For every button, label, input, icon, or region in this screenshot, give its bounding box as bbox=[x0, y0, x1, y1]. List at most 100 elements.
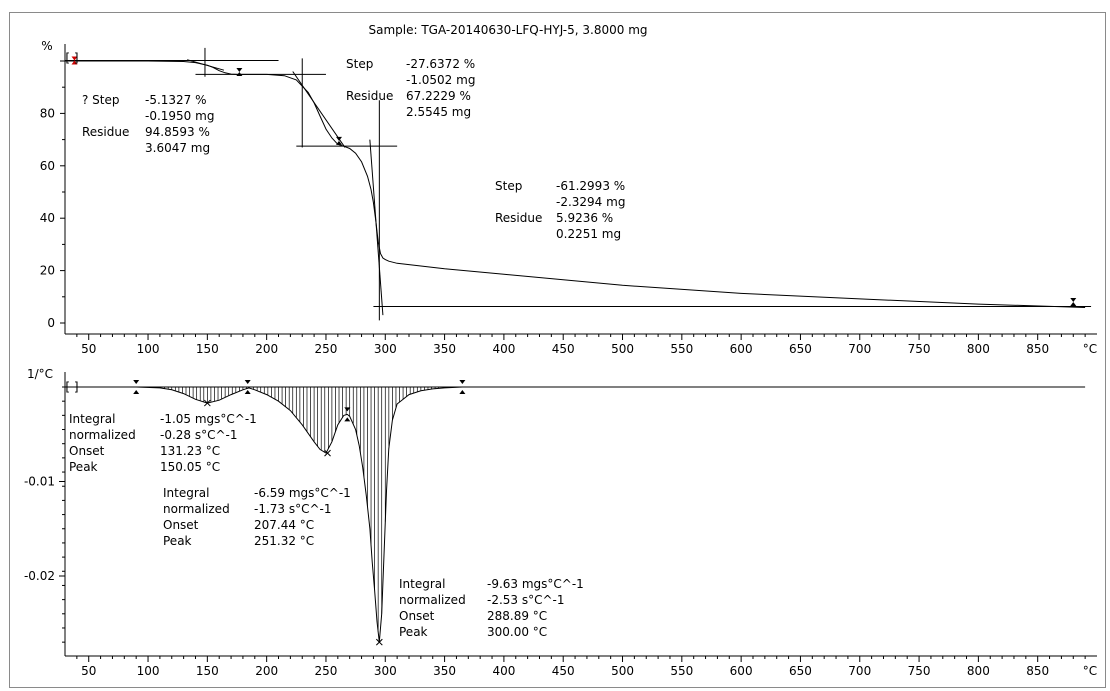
tga-y-tick-label: 60 bbox=[40, 159, 55, 173]
tga-limit-marker bbox=[71, 60, 78, 65]
tga-tangent-line bbox=[187, 59, 225, 71]
dtg-x-tick-label: 650 bbox=[789, 664, 812, 678]
figure-frame bbox=[9, 12, 1106, 688]
tga-annotation-value: 67.2229 % bbox=[406, 89, 471, 103]
tga-annotation-value: -5.1327 % bbox=[145, 93, 207, 107]
tga-limit-marker bbox=[71, 56, 78, 61]
dtg-x-tick-label: 300 bbox=[374, 664, 397, 678]
dtg-red-bracket-marker: [ ] bbox=[65, 380, 78, 394]
dtg-y-tick-label: -0.02 bbox=[24, 569, 55, 583]
tga-y-tick-label: 20 bbox=[40, 264, 55, 278]
dtg-annotation-value: 300.00 °C bbox=[487, 625, 547, 639]
tga-y-axis-label: % bbox=[41, 39, 52, 53]
tga-step-annotation: ? Step Residue -5.1327 % -0.1950 mg 94.8593 … bbox=[82, 93, 214, 155]
dtg-annotation-value: 131.23 °C bbox=[160, 444, 220, 458]
dtg-annotation-label: Integral bbox=[69, 412, 115, 426]
dtg-x-tick-label: 800 bbox=[967, 664, 990, 678]
dtg-peak-marker bbox=[203, 399, 211, 407]
dtg-x-tick-label: 50 bbox=[81, 664, 96, 678]
tga-annotation-label: Step bbox=[495, 179, 522, 193]
dtg-x-tick-label: 400 bbox=[492, 664, 515, 678]
tga-limit-marker bbox=[1070, 298, 1077, 303]
tga-x-tick-label: 850 bbox=[1026, 342, 1049, 356]
dtg-x-tick-label: 750 bbox=[908, 664, 931, 678]
tga-tangent-line bbox=[369, 139, 384, 316]
dtg-annotation-value: -0.28 s°C^-1 bbox=[160, 428, 238, 442]
tga-limit-marker bbox=[336, 136, 343, 141]
tga-tangent-line bbox=[292, 71, 346, 148]
tga-annotation-value: -0.1950 mg bbox=[145, 109, 214, 123]
dtg-x-tick-label: 550 bbox=[670, 664, 693, 678]
dtg-x-tick-label: 700 bbox=[848, 664, 871, 678]
tga-limit-marker bbox=[336, 140, 343, 145]
tga-annotation-value: -2.3294 mg bbox=[556, 195, 625, 209]
tga-x-tick-label: 700 bbox=[848, 342, 871, 356]
dtg-annotation-value: 207.44 °C bbox=[254, 518, 314, 532]
dtg-annotation-value: -1.73 s°C^-1 bbox=[254, 502, 332, 516]
tga-x-tick-label: 800 bbox=[967, 342, 990, 356]
tga-x-tick-label: 350 bbox=[433, 342, 456, 356]
dtg-y-axis-label: 1/°C bbox=[27, 367, 53, 381]
tga-panel: 50 100 150 200 250 300 350 400 450 500 550 600 650 70… bbox=[40, 39, 1097, 356]
tga-annotation-value: 3.6047 mg bbox=[145, 141, 210, 155]
dtg-annotation-value: -1.05 mgs°C^-1 bbox=[160, 412, 257, 426]
tga-x-tick-label: 100 bbox=[137, 342, 160, 356]
tga-annotation-value: 2.5545 mg bbox=[406, 105, 471, 119]
tga-red-bracket-marker: [ ] bbox=[65, 51, 78, 65]
dtg-annotation-label: normalized bbox=[69, 428, 136, 442]
tga-x-tick-label: 450 bbox=[552, 342, 575, 356]
tga-x-tick-label: 300 bbox=[374, 342, 397, 356]
dtg-x-tick-label: 450 bbox=[552, 664, 575, 678]
tga-limit-marker bbox=[236, 72, 243, 77]
dtg-x-unit-label: °C bbox=[1083, 664, 1097, 678]
dtg-annotation-label: normalized bbox=[163, 502, 230, 516]
dtg-x-tick-label: 350 bbox=[433, 664, 456, 678]
tga-x-tick-label: 650 bbox=[789, 342, 812, 356]
tga-y-tick-label: 40 bbox=[40, 211, 55, 225]
dtg-peak-annotation: Integral normalized Onset Peak -9.63 mgs°C^… bbox=[399, 577, 584, 639]
dtg-annotation-value: -6.59 mgs°C^-1 bbox=[254, 486, 351, 500]
dtg-x-tick-label: 200 bbox=[255, 664, 278, 678]
dtg-annotation-label: Peak bbox=[399, 625, 428, 639]
dtg-y-tick-label: -0.01 bbox=[24, 475, 55, 489]
dtg-annotation-value: -2.53 s°C^-1 bbox=[487, 593, 565, 607]
tga-x-tick-label: 550 bbox=[670, 342, 693, 356]
tga-y-tick-label: 0 bbox=[47, 316, 55, 330]
dtg-peak-marker bbox=[324, 449, 331, 457]
tga-annotation-value: -27.6372 % bbox=[406, 57, 475, 71]
dtg-limit-marker bbox=[133, 380, 140, 384]
dtg-curve bbox=[65, 386, 1086, 643]
tga-limit-marker bbox=[236, 68, 243, 73]
tga-x-tick-label: 600 bbox=[730, 342, 753, 356]
tga-x-tick-label: 250 bbox=[315, 342, 338, 356]
tga-step-annotation: Step Residue -27.6372 % -1.0502 mg 67.2229 %… bbox=[346, 57, 475, 119]
tga-x-tick-label: 400 bbox=[492, 342, 515, 356]
tga-annotation-label: ? Step bbox=[82, 93, 120, 107]
tga-annotation-value: 0.2251 mg bbox=[556, 227, 621, 241]
dtg-x-tick-label: 250 bbox=[315, 664, 338, 678]
tga-x-tick-label: 150 bbox=[196, 342, 219, 356]
dtg-x-tick-label: 600 bbox=[730, 664, 753, 678]
dtg-limit-marker bbox=[459, 390, 466, 394]
dtg-limit-marker bbox=[244, 390, 251, 394]
tga-annotation-label: Residue bbox=[82, 125, 129, 139]
dtg-limit-marker bbox=[244, 380, 251, 384]
tga-x-tick-label: 500 bbox=[611, 342, 634, 356]
dtg-limit-marker bbox=[344, 417, 351, 422]
dtg-annotation-label: Peak bbox=[69, 460, 98, 474]
dtg-limit-marker bbox=[133, 390, 140, 394]
dtg-annotation-value: 150.05 °C bbox=[160, 460, 220, 474]
tga-annotation-label: Residue bbox=[346, 89, 393, 103]
dtg-x-tick-label: 850 bbox=[1026, 664, 1049, 678]
tga-step-annotation: Step Residue -61.2993 % -2.3294 mg 5.9236 % 0… bbox=[495, 179, 625, 241]
tga-limit-marker bbox=[1070, 302, 1077, 307]
dtg-annotation-label: Peak bbox=[163, 534, 192, 548]
dtg-panel: 50 100 150 200 250 300 350 400 450 500 550 600 650 70… bbox=[24, 367, 1097, 678]
dtg-annotation-label: Onset bbox=[399, 609, 435, 623]
dtg-annotation-label: Integral bbox=[399, 577, 445, 591]
dtg-annotation-label: Onset bbox=[163, 518, 199, 532]
dtg-annotation-label: Onset bbox=[69, 444, 105, 458]
dtg-annotation-value: -9.63 mgs°C^-1 bbox=[487, 577, 584, 591]
tga-x-tick-label: 750 bbox=[908, 342, 931, 356]
